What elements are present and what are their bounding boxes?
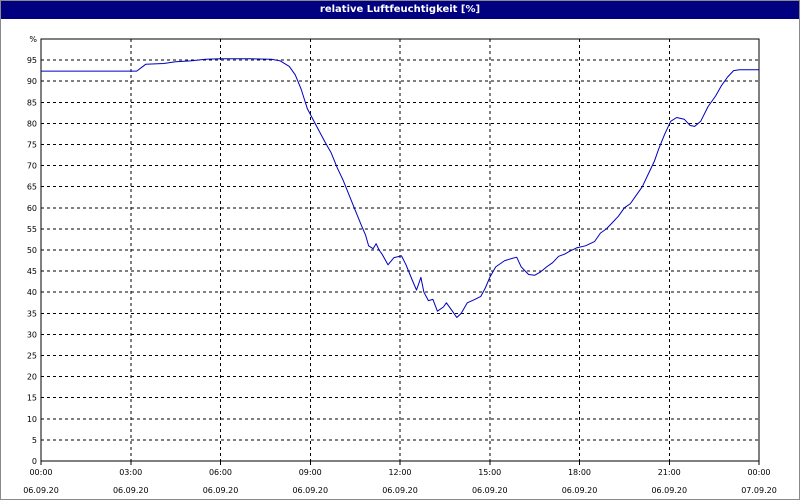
y-tick-label: 0 xyxy=(32,457,37,466)
x-tick-date-label: 06.09.20 xyxy=(382,486,418,495)
y-tick-label: 45 xyxy=(27,267,37,276)
x-tick-date-label: 06.09.20 xyxy=(562,486,598,495)
y-tick-label: 60 xyxy=(27,204,37,213)
humidity-chart: 0 5 10 15 20 25 30 35 40 45 50 55 60 65 70 75 80 85 90 95% 0… xyxy=(23,35,777,495)
x-tick-time-label: 00:00 xyxy=(747,468,770,477)
y-tick-label: 65 xyxy=(27,183,37,192)
x-tick-time-label: 15:00 xyxy=(478,468,501,477)
x-tick-date-label: 06.09.20 xyxy=(23,486,59,495)
x-tick-time-label: 18:00 xyxy=(568,468,591,477)
x-tick-time-label: 12:00 xyxy=(388,468,411,477)
y-tick-label: 75 xyxy=(27,141,37,150)
y-tick-label: 25 xyxy=(27,352,37,361)
x-tick-time-label: 21:00 xyxy=(658,468,681,477)
chart-title: relative Luftfeuchtigkeit [%] xyxy=(1,1,799,19)
x-tick-date-label: 06.09.20 xyxy=(113,486,149,495)
y-tick-label: 90 xyxy=(27,77,37,86)
x-tick-date-label: 07.09.20 xyxy=(741,486,777,495)
x-tick-date-label: 06.09.20 xyxy=(472,486,508,495)
y-tick-label: 30 xyxy=(27,330,37,339)
plot-frame xyxy=(40,38,760,462)
x-tick-date-label: 06.09.20 xyxy=(203,486,239,495)
y-axis-unit-label: % xyxy=(29,35,37,44)
y-tick-label: 50 xyxy=(27,246,37,255)
y-tick-label: 80 xyxy=(27,119,37,128)
y-tick-label: 95 xyxy=(27,56,37,65)
x-tick-time-label: 06:00 xyxy=(209,468,232,477)
humidity-series-line xyxy=(41,58,759,318)
x-tick-date-label: 06.09.20 xyxy=(651,486,687,495)
x-tick-time-label: 00:00 xyxy=(29,468,52,477)
x-tick-time-label: 03:00 xyxy=(119,468,142,477)
y-tick-label: 40 xyxy=(27,288,37,297)
y-tick-label: 55 xyxy=(27,225,37,234)
x-tick-time-label: 09:00 xyxy=(299,468,322,477)
x-tick-date-label: 06.09.20 xyxy=(292,486,328,495)
y-tick-label: 35 xyxy=(27,309,37,318)
y-tick-label: 70 xyxy=(27,162,37,171)
y-tick-label: 10 xyxy=(27,415,37,424)
y-tick-label: 5 xyxy=(32,436,37,445)
y-tick-label: 15 xyxy=(27,394,37,403)
y-tick-label: 85 xyxy=(27,98,37,107)
y-tick-label: 20 xyxy=(27,373,37,382)
